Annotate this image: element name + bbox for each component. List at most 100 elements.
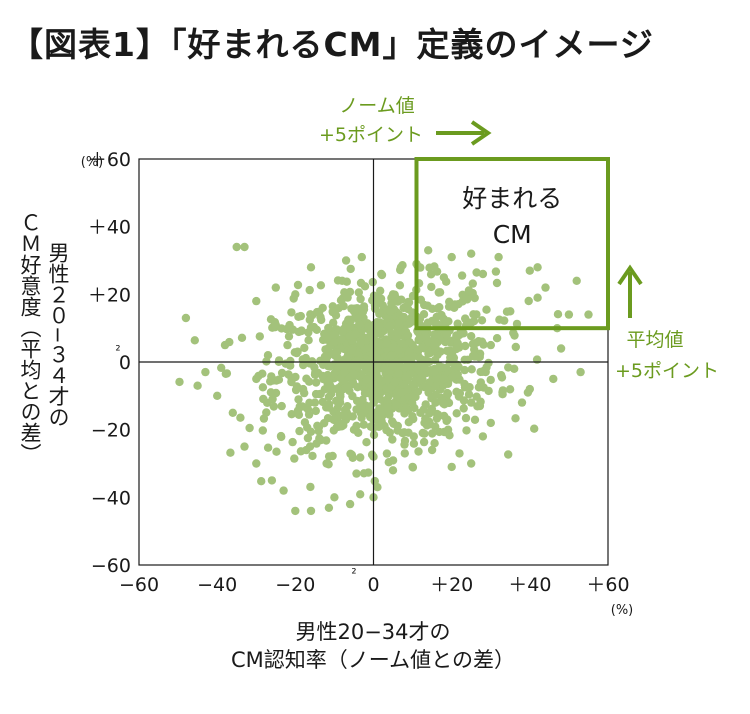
scatter-point [486, 340, 495, 350]
scatter-point [430, 341, 439, 350]
scatter-point [271, 320, 280, 329]
scatter-point [430, 439, 439, 448]
scatter-point [362, 375, 371, 385]
scatter-point [298, 384, 308, 394]
scatter-point [330, 493, 339, 502]
scatter-point [467, 332, 476, 341]
scatter-point [263, 443, 273, 452]
scatter-point [263, 351, 273, 360]
scatter-point [427, 404, 437, 413]
scatter-point [319, 360, 328, 369]
scatter-point [442, 330, 452, 340]
scatter-point [330, 337, 339, 347]
scatter-point [395, 281, 405, 290]
scatter-point [375, 308, 384, 317]
scatter-point [306, 427, 316, 436]
x-tick-label: −20 [275, 574, 315, 596]
scatter-point [343, 402, 352, 411]
scatter-point [386, 351, 396, 360]
scatter-point [356, 453, 365, 462]
scatter-point [311, 378, 321, 387]
scatter-point [346, 264, 355, 274]
y-axis-label-column2: ＣＭ好意度（平均との差） [18, 212, 42, 464]
scatter-point [373, 328, 382, 338]
scatter-point [175, 377, 184, 387]
scatter-point [240, 242, 249, 252]
scatter-point [553, 310, 563, 319]
scatter-point [510, 331, 519, 340]
scatter-point [339, 410, 348, 420]
scatter-point [294, 327, 303, 337]
scatter-point [284, 332, 294, 341]
scatter-point [450, 303, 459, 312]
scatter-point [346, 449, 355, 458]
scatter-point [447, 252, 456, 262]
scatter-point [445, 297, 454, 306]
scatter-point [433, 304, 442, 313]
scatter-point [460, 379, 469, 389]
x-tick-label: −40 [197, 574, 237, 596]
scatter-point [408, 308, 417, 317]
scatter-point [355, 320, 364, 329]
scatter-point [330, 330, 339, 340]
scatter-point [511, 414, 520, 423]
scatter-point [486, 418, 495, 428]
scatter-point [357, 252, 366, 262]
scatter-point [478, 432, 488, 441]
y-tick-label: −40 [91, 487, 131, 509]
scatter-point [462, 426, 471, 435]
x-shift-label-line1: ノーム値 [339, 95, 414, 117]
scatter-point [295, 426, 304, 436]
scatter-point [477, 316, 487, 325]
scatter-point [373, 483, 382, 492]
scatter-point [291, 290, 300, 299]
scatter-point [374, 374, 384, 383]
scatter-point [426, 270, 436, 279]
scatter-point [343, 383, 352, 392]
scatter-point [584, 310, 593, 319]
y-tick-label: −60 [91, 555, 131, 577]
scatter-point [322, 459, 331, 468]
scatter-point [409, 439, 419, 448]
scatter-point [397, 388, 407, 397]
scatter-point [363, 363, 372, 372]
scatter-point [190, 336, 199, 345]
scatter-point [237, 333, 247, 342]
scatter-point [491, 267, 501, 276]
scatter-point [312, 439, 321, 448]
scatter-point [393, 295, 403, 304]
scatter-point [352, 469, 361, 478]
scatter-point [400, 440, 409, 449]
scatter-point [492, 278, 502, 288]
scatter-point [427, 445, 437, 455]
scatter-point [443, 388, 452, 398]
scatter-point [469, 317, 479, 326]
scatter-point [434, 410, 443, 419]
scatter-point [388, 456, 398, 465]
scatter-point [486, 375, 495, 385]
scatter-point [424, 349, 433, 358]
scatter-point [358, 395, 367, 404]
scatter-point [424, 246, 433, 255]
scatter-point [384, 374, 393, 383]
scatter-point [324, 376, 333, 385]
scatter-point [293, 280, 303, 290]
scatter-point [321, 345, 330, 354]
scatter-point [356, 278, 366, 288]
scatter-point [474, 383, 484, 392]
scatter-point [352, 405, 361, 414]
scatter-point [422, 421, 432, 430]
scatter-point [324, 503, 334, 512]
scatter-point [474, 337, 483, 346]
y-tick-label: ＋60 [88, 149, 131, 171]
scatter-point [252, 459, 261, 468]
scatter-point [306, 482, 315, 492]
scatter-point [252, 296, 261, 306]
scatter-point [382, 449, 392, 458]
scatter-point [390, 377, 400, 387]
scatter-point [476, 397, 485, 406]
scatter-point [294, 395, 303, 404]
x-axis-label-line2: CM認知率（ノーム値との差） [231, 648, 515, 672]
scatter-point [323, 352, 332, 361]
scatter-point [438, 398, 448, 408]
